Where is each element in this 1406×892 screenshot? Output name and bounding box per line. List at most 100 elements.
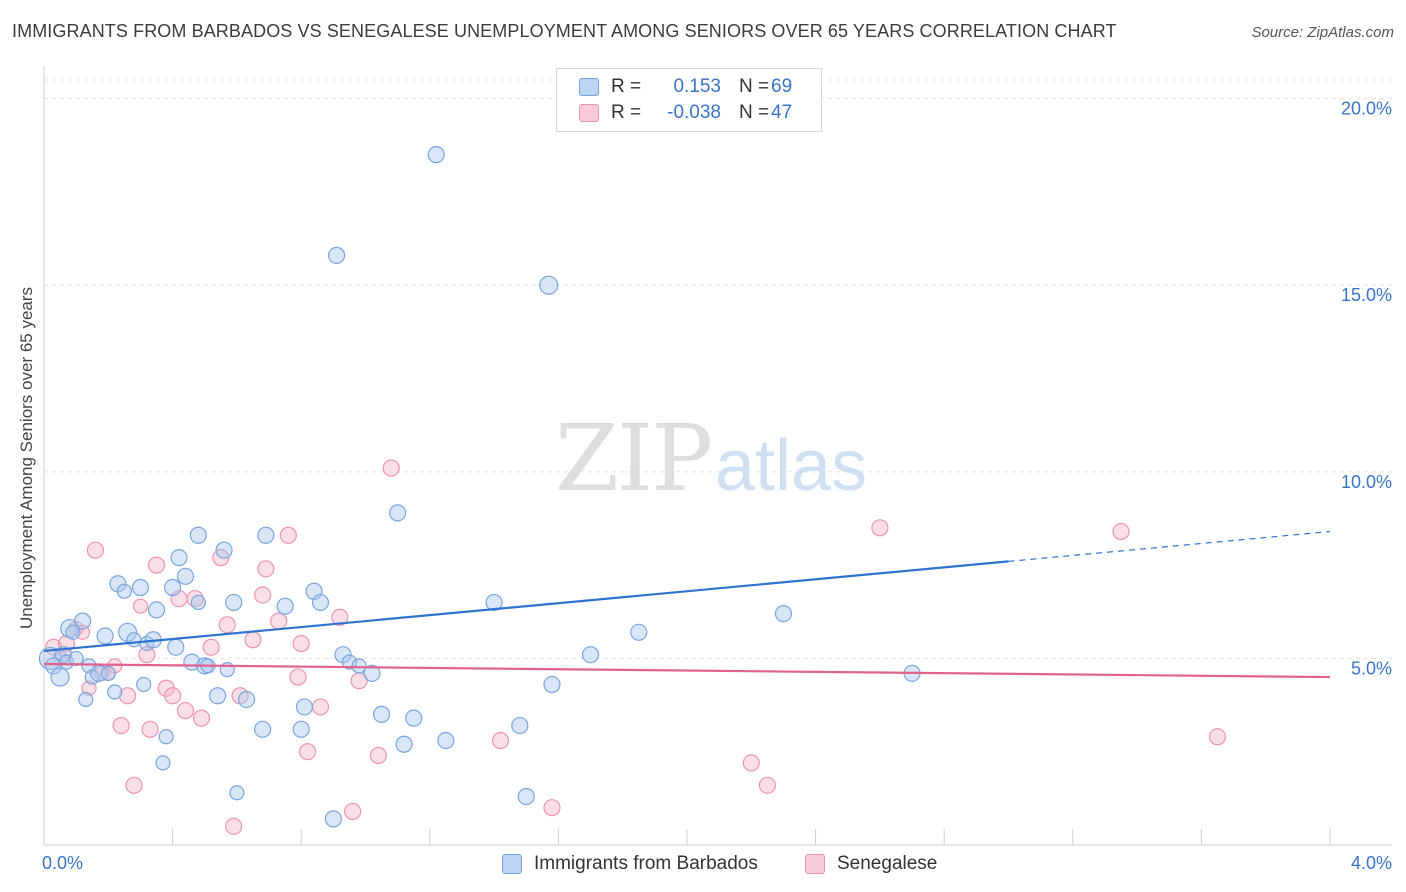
barbados-point — [395, 735, 413, 753]
legend-r-value-senegalese: -0.038 — [667, 102, 721, 123]
barbados-point — [78, 691, 94, 708]
barbados-point — [73, 612, 92, 630]
barbados-point — [126, 632, 142, 648]
legend-n-value-barbados: 69 — [771, 76, 793, 97]
barbados-point — [65, 624, 81, 640]
watermark-zip: ZIP — [555, 405, 711, 512]
barbados-point — [539, 275, 559, 295]
senegalese-point — [141, 720, 159, 738]
senegalese-point — [382, 459, 400, 477]
legend-n-label: N = — [739, 76, 770, 97]
barbados-point — [324, 810, 342, 828]
senegalese-point — [543, 799, 561, 817]
senegalese-point — [331, 608, 349, 626]
senegalese-point — [292, 634, 310, 653]
barbados-point — [225, 593, 243, 612]
barbados-point — [363, 664, 381, 682]
barbados-point — [147, 601, 166, 619]
barbados-point — [158, 729, 174, 745]
series-senegalese-points — [45, 459, 1227, 835]
barbados-point — [389, 504, 407, 522]
barbados-point — [107, 684, 123, 700]
barbados-point — [341, 654, 358, 670]
senegalese-point — [164, 687, 182, 705]
barbados-point — [167, 638, 185, 656]
senegalese-point — [270, 612, 288, 630]
senegalese-point — [132, 598, 149, 614]
barbados-point — [372, 705, 391, 723]
barbados-point — [276, 597, 294, 615]
barbados-point — [58, 654, 75, 670]
series-legend: Immigrants from Barbados Senegalese — [0, 853, 1406, 877]
barbados-point — [45, 657, 63, 675]
barbados-point — [131, 578, 150, 597]
barbados-point — [219, 662, 235, 678]
series-label-barbados: Immigrants from Barbados — [534, 853, 758, 874]
senegalese-point — [112, 716, 130, 735]
barbados-point — [511, 716, 529, 735]
barbados-point — [254, 720, 272, 738]
senegalese-trend-line — [43, 662, 1331, 679]
barbados-point — [237, 690, 256, 709]
axes — [43, 66, 1392, 846]
senegalese-point — [81, 680, 97, 696]
barbados-point — [100, 665, 116, 681]
series-swatch-senegalese — [805, 854, 825, 874]
series-legend-barbados[interactable]: Immigrants from Barbados — [502, 853, 758, 875]
barbados-point — [170, 549, 188, 567]
correlation-legend: R = 0.153 N = 69 R = -0.038 N = 47 — [556, 68, 822, 132]
senegalese-point — [86, 541, 105, 559]
barbados-point — [581, 646, 600, 664]
senegalese-point — [225, 817, 243, 835]
barbados-point — [437, 731, 455, 750]
senegalese-point — [742, 754, 760, 772]
senegalese-point — [289, 668, 307, 686]
barbados-point — [155, 755, 171, 771]
barbados-point — [774, 605, 793, 623]
barbados-point — [54, 646, 72, 664]
tick-labels: 5.0% 10.0% 15.0% 20.0% 0.0% 4.0% — [42, 99, 1392, 873]
legend-swatch-barbados — [579, 78, 599, 96]
y-tick-label: 20.0% — [1341, 99, 1392, 119]
senegalese-point — [218, 616, 236, 634]
senegalese-point — [257, 560, 275, 578]
barbados-point — [257, 526, 275, 544]
gridlines — [44, 79, 1392, 659]
legend-r-label: R = — [611, 76, 642, 97]
series-legend-senegalese[interactable]: Senegalese — [805, 853, 937, 875]
barbados-point — [327, 246, 346, 264]
barbados-trend-line — [43, 560, 1009, 653]
barbados-trend-extension — [1008, 530, 1331, 562]
barbados-point — [311, 593, 330, 612]
trend-lines — [43, 530, 1331, 679]
senegalese-point — [1112, 522, 1130, 541]
x-tick-label: 0.0% — [42, 853, 83, 873]
watermark-atlas: atlas — [715, 426, 867, 506]
barbados-point — [136, 676, 152, 693]
barbados-point — [485, 593, 503, 612]
senegalese-point — [279, 526, 297, 544]
barbados-point — [215, 541, 233, 559]
legend-row-barbados: R = 0.153 N = 69 — [579, 75, 801, 99]
senegalese-point — [202, 638, 220, 656]
senegalese-point — [244, 631, 262, 649]
barbados-point — [292, 720, 310, 738]
senegalese-point — [491, 731, 510, 750]
barbados-point — [427, 146, 445, 164]
senegalese-point — [118, 687, 137, 705]
legend-n-label: N = — [739, 102, 770, 123]
y-tick-label: 5.0% — [1351, 658, 1392, 678]
barbados-point — [189, 526, 207, 544]
y-tick-label: 15.0% — [1341, 285, 1392, 305]
series-swatch-barbados — [502, 854, 522, 874]
senegalese-point — [758, 776, 776, 794]
chart-title: IMMIGRANTS FROM BARBADOS VS SENEGALESE U… — [12, 21, 1117, 41]
barbados-point — [543, 675, 561, 694]
y-tick-label: 10.0% — [1341, 472, 1392, 492]
barbados-point — [229, 785, 245, 801]
legend-swatch-senegalese — [579, 104, 599, 122]
senegalese-point — [1208, 728, 1227, 746]
senegalese-point — [344, 802, 362, 821]
barbados-point — [351, 658, 367, 674]
y-axis-label: Unemployment Among Seniors over 65 years — [17, 286, 36, 630]
